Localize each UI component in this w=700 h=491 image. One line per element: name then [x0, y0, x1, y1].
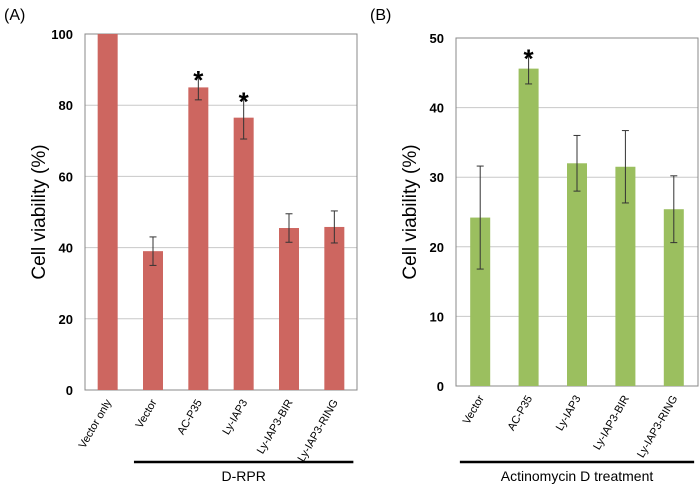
x-tick-label: Ly-IAP3 — [221, 398, 251, 438]
x-tick-label: Ly-IAP3 — [554, 394, 584, 434]
x-tick-label: Ly-IAP3-RING — [635, 394, 680, 461]
bar — [615, 166, 636, 386]
y-axis-label: Cell viability (%) — [29, 144, 50, 279]
y-axis-label: Cell viability (%) — [400, 144, 421, 279]
x-tick-label: Ly-IAP3-RING — [296, 398, 341, 465]
y-tick-label: 10 — [430, 309, 444, 324]
group-label: D-RPR — [221, 468, 265, 484]
y-tick-label: 30 — [430, 170, 444, 185]
y-tick-label: 50 — [430, 31, 444, 46]
bar — [279, 228, 299, 390]
y-tick-label: 80 — [59, 98, 73, 113]
y-tick-label: 40 — [430, 101, 444, 116]
plot-frame — [84, 33, 358, 391]
y-tick-label: 20 — [59, 312, 73, 327]
bar — [143, 251, 163, 390]
bar — [663, 209, 684, 386]
x-tick-label: AC-P35 — [506, 394, 536, 433]
significance-marker: * — [524, 43, 535, 73]
significance-marker: * — [193, 65, 204, 95]
bar — [188, 87, 209, 391]
bar — [518, 68, 539, 387]
bar — [470, 217, 491, 386]
group-label: Actinomycin D treatment — [501, 468, 654, 484]
y-tick-label: 40 — [59, 241, 73, 256]
bar — [567, 163, 587, 386]
bar — [97, 34, 118, 390]
chart-panel-a: (A) 0 20 40 60 80 100 Cell viability (%) Vector … — [4, 7, 358, 484]
x-tick-label: Vector — [461, 393, 487, 426]
x-tick-label: Vector only — [77, 397, 115, 451]
x-tick-label: Ly-IAP3-BIR — [591, 393, 632, 452]
y-tick-label: 20 — [430, 240, 444, 255]
significance-marker: * — [239, 86, 250, 116]
x-tick-label: AC-P35 — [175, 398, 205, 437]
y-tick-label: 60 — [59, 169, 73, 184]
y-tick-label: 0 — [66, 383, 73, 398]
x-tick-label: Ly-IAP3-BIR — [255, 397, 296, 456]
bar — [233, 117, 254, 390]
x-tick-label: Vector — [134, 397, 160, 430]
panel-label: (B) — [370, 7, 391, 24]
chart-panel-b: (B) 0 10 20 30 40 50 Cell viability (%) Vector * A… — [370, 7, 699, 484]
bar — [324, 226, 345, 390]
panel-label: (A) — [4, 7, 25, 24]
y-tick-label: 100 — [51, 27, 73, 42]
y-tick-label: 0 — [437, 379, 444, 394]
